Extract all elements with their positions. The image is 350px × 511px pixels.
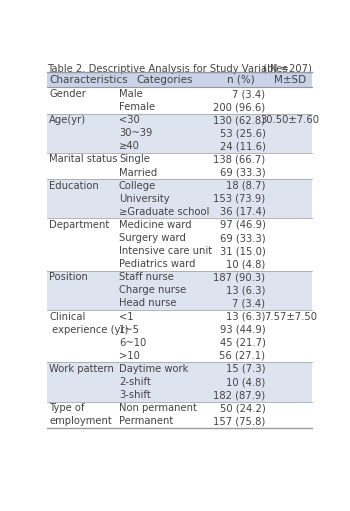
Text: 10 (4.8): 10 (4.8) — [226, 377, 265, 387]
Text: Marital status: Marital status — [49, 154, 118, 165]
Text: 7 (3.4): 7 (3.4) — [232, 298, 265, 309]
Text: 157 (75.8): 157 (75.8) — [213, 416, 265, 426]
Text: Charge nurse: Charge nurse — [119, 286, 186, 295]
Bar — [47, 271, 312, 310]
Text: Non permanent: Non permanent — [119, 403, 197, 413]
Text: 7.57±7.50: 7.57±7.50 — [264, 312, 317, 321]
Bar — [47, 113, 312, 153]
Text: Daytime work: Daytime work — [119, 364, 188, 374]
Text: 3-shift: 3-shift — [119, 390, 151, 400]
Text: Type of: Type of — [49, 403, 85, 413]
Text: 187 (90.3): 187 (90.3) — [214, 272, 265, 282]
Text: <1: <1 — [119, 312, 134, 321]
Text: Clinical: Clinical — [49, 312, 85, 321]
Bar — [47, 179, 312, 218]
Text: <30: <30 — [119, 115, 140, 125]
Text: 30.50±7.60: 30.50±7.60 — [261, 115, 320, 125]
Text: ≥Graduate school: ≥Graduate school — [119, 207, 209, 217]
Text: Male: Male — [119, 89, 143, 99]
Text: Department: Department — [49, 220, 110, 230]
Text: 97 (46.9): 97 (46.9) — [219, 220, 265, 230]
Text: 69 (33.3): 69 (33.3) — [220, 233, 265, 243]
Text: Intensive care unit: Intensive care unit — [119, 246, 212, 256]
Text: 153 (73.9): 153 (73.9) — [213, 194, 265, 204]
Text: 2-shift: 2-shift — [119, 377, 151, 387]
Bar — [47, 72, 312, 87]
Text: Table 2. Descriptive Analysis for Study Variables: Table 2. Descriptive Analysis for Study … — [47, 64, 287, 74]
Text: 6~10: 6~10 — [119, 338, 146, 348]
Text: 36 (17.4): 36 (17.4) — [220, 207, 265, 217]
Text: Age(yr): Age(yr) — [49, 115, 86, 125]
Text: Medicine ward: Medicine ward — [119, 220, 191, 230]
Text: 24 (11.6): 24 (11.6) — [219, 142, 265, 151]
Text: 69 (33.3): 69 (33.3) — [220, 168, 265, 178]
Text: 31 (15.0): 31 (15.0) — [220, 246, 265, 256]
Text: n (%): n (%) — [227, 75, 254, 85]
Text: 13 (6.3): 13 (6.3) — [226, 286, 265, 295]
Text: 15 (7.3): 15 (7.3) — [226, 364, 265, 374]
Text: M±SD: M±SD — [274, 75, 306, 85]
Text: ≥40: ≥40 — [119, 142, 140, 151]
Text: 30~39: 30~39 — [119, 128, 152, 138]
Text: Surgery ward: Surgery ward — [119, 233, 186, 243]
Text: 56 (27.1): 56 (27.1) — [219, 351, 265, 361]
Text: 18 (8.7): 18 (8.7) — [226, 181, 265, 191]
Text: Permanent: Permanent — [119, 416, 173, 426]
Text: 50 (24.2): 50 (24.2) — [220, 403, 265, 413]
Text: Work pattern: Work pattern — [49, 364, 114, 374]
Text: Staff nurse: Staff nurse — [119, 272, 174, 282]
Text: 1~5: 1~5 — [119, 324, 140, 335]
Text: 7 (3.4): 7 (3.4) — [232, 89, 265, 99]
Text: Single: Single — [119, 154, 150, 165]
Text: Gender: Gender — [49, 89, 86, 99]
Text: 45 (21.7): 45 (21.7) — [219, 338, 265, 348]
Text: employment: employment — [49, 416, 112, 426]
Text: Characteristics: Characteristics — [49, 75, 128, 85]
Text: College: College — [119, 181, 156, 191]
Text: 200 (96.6): 200 (96.6) — [213, 102, 265, 112]
Text: Position: Position — [49, 272, 88, 282]
Text: experience (yr): experience (yr) — [49, 324, 128, 335]
Text: 53 (25.6): 53 (25.6) — [219, 128, 265, 138]
Text: 93 (44.9): 93 (44.9) — [220, 324, 265, 335]
Text: Education: Education — [49, 181, 99, 191]
Text: Female: Female — [119, 102, 155, 112]
Text: 13 (6.3): 13 (6.3) — [226, 312, 265, 321]
Text: 182 (87.9): 182 (87.9) — [213, 390, 265, 400]
Text: Pediatrics ward: Pediatrics ward — [119, 259, 195, 269]
Text: Categories: Categories — [136, 75, 193, 85]
Text: ( N =207): ( N =207) — [263, 64, 312, 74]
Text: 10 (4.8): 10 (4.8) — [226, 259, 265, 269]
Text: >10: >10 — [119, 351, 140, 361]
Text: Married: Married — [119, 168, 157, 178]
Bar — [47, 362, 312, 402]
Text: Head nurse: Head nurse — [119, 298, 176, 309]
Text: 138 (66.7): 138 (66.7) — [213, 154, 265, 165]
Text: 130 (62.8): 130 (62.8) — [214, 115, 265, 125]
Text: University: University — [119, 194, 169, 204]
